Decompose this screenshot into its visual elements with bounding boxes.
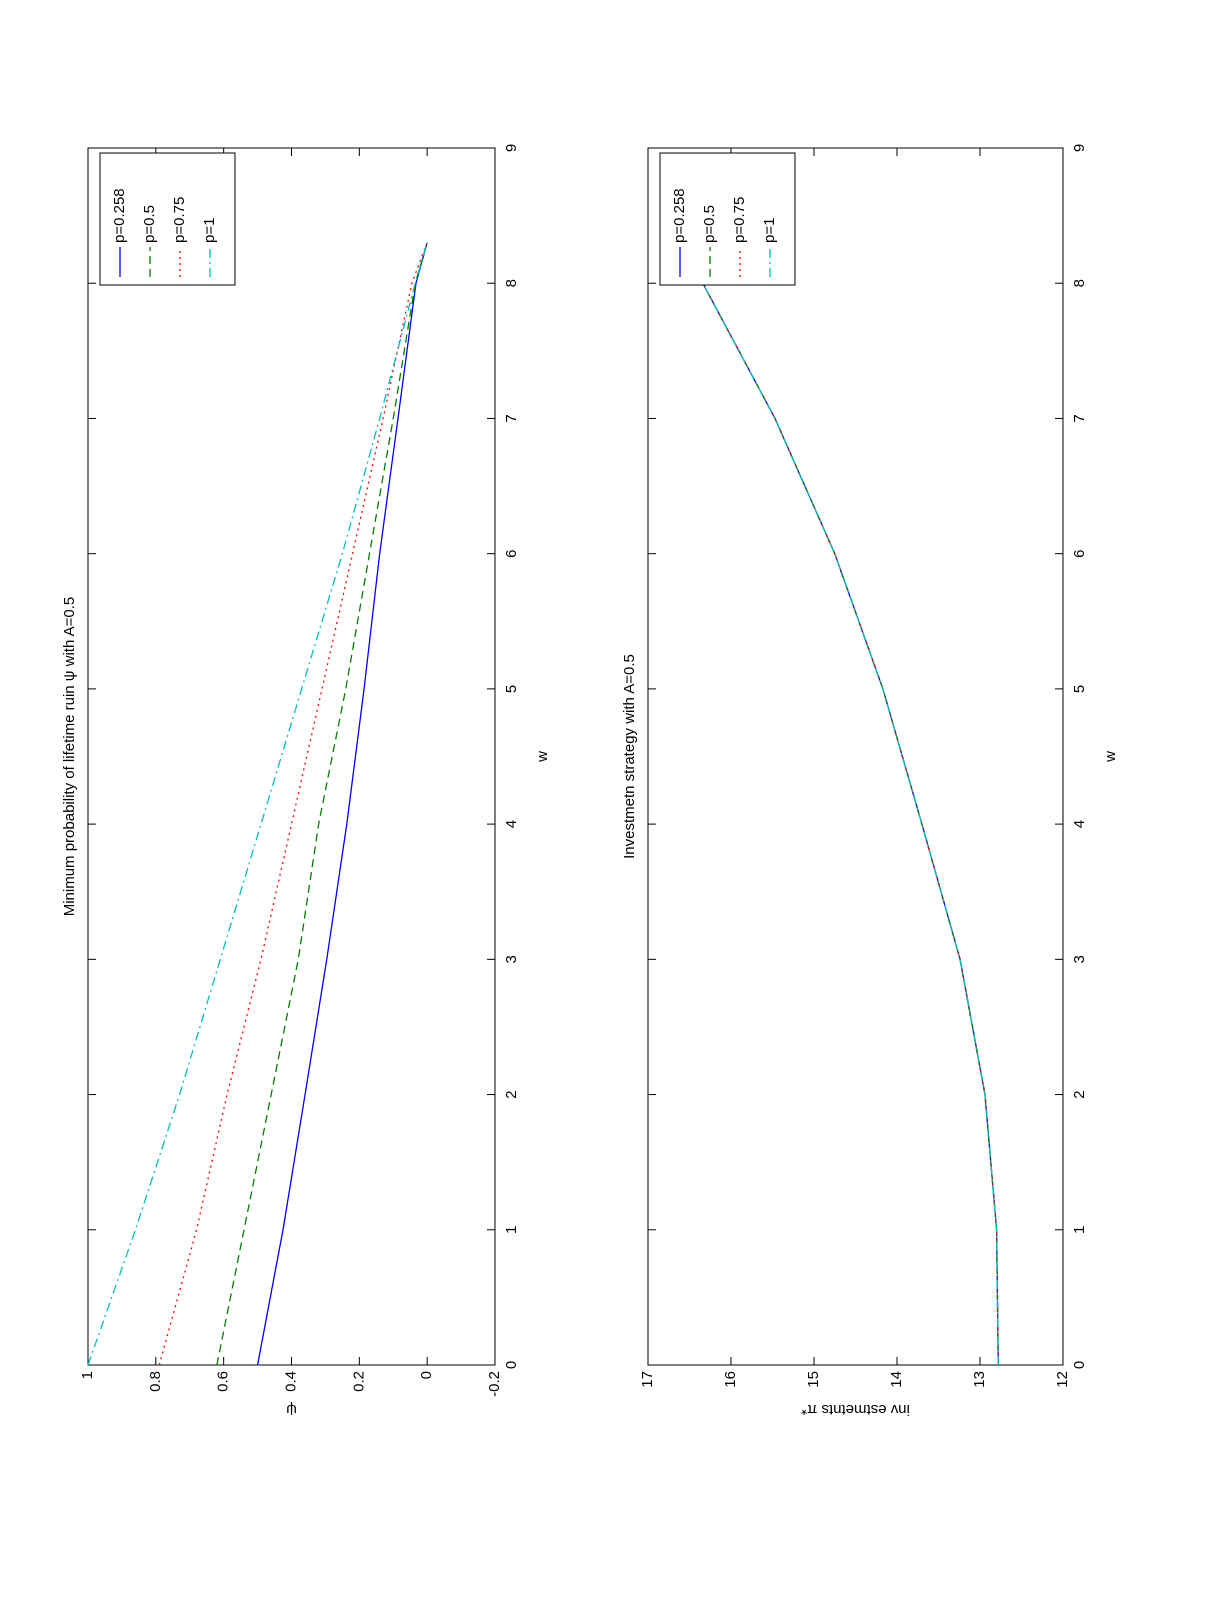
x-tick-label: 9 [503, 144, 520, 152]
y-tick-label: 0.8 [147, 1371, 164, 1392]
series-line [87, 242, 428, 1366]
series-line [216, 242, 428, 1366]
x-tick-label: 4 [1071, 820, 1088, 828]
x-tick-label: 2 [503, 1090, 520, 1098]
x-tick-label: 6 [503, 549, 520, 557]
x-tick-label: 0 [503, 1361, 520, 1369]
legend-box [99, 152, 236, 286]
series-line [702, 282, 999, 1366]
y-tick-label: 1 [79, 1371, 96, 1379]
legend-label: p=0.5 [701, 205, 718, 243]
y-tick-label: 12 [1054, 1371, 1071, 1388]
legend-label: p=0.258 [111, 188, 128, 243]
x-tick-label: 2 [1071, 1090, 1088, 1098]
legend-label: p=0.5 [141, 205, 158, 243]
plot-area [647, 147, 1064, 1366]
x-tick-label: 5 [1071, 685, 1088, 693]
y-tick-label: 16 [722, 1371, 739, 1388]
x-tick-label: 1 [1071, 1226, 1088, 1234]
x-tick-label: 7 [503, 414, 520, 422]
x-tick-label: 3 [1071, 955, 1088, 963]
legend-label: p=0.75 [171, 197, 188, 243]
x-tick-label: 9 [1071, 144, 1088, 152]
x-axis-label: w [1102, 751, 1119, 763]
legend-label: p=1 [761, 218, 778, 243]
chart-title: Minimum probability of lifetime ruin ψ w… [61, 597, 78, 917]
y-axis-label: inv estmetnts π* [801, 1401, 910, 1418]
y-tick-label: 17 [639, 1371, 656, 1388]
chart-title: Investmetn strategy with A=0.5 [621, 654, 638, 859]
legend-label: p=0.258 [671, 188, 688, 243]
y-tick-label: 13 [971, 1371, 988, 1388]
y-tick-label: 15 [805, 1371, 822, 1388]
legend-label: p=0.75 [731, 197, 748, 243]
x-axis-label: w [534, 751, 551, 763]
y-tick-label: 14 [888, 1371, 905, 1388]
series-line [702, 282, 999, 1366]
series-line [256, 242, 428, 1366]
legend-label: p=1 [201, 218, 218, 243]
x-tick-label: 7 [1071, 414, 1088, 422]
y-tick-label: 0.6 [215, 1371, 232, 1392]
x-tick-label: 6 [1071, 549, 1088, 557]
y-tick-label: -0.2 [486, 1371, 503, 1397]
y-axis-label: ψ [286, 1401, 297, 1418]
legend-box [659, 152, 796, 286]
x-tick-label: 3 [503, 955, 520, 963]
x-tick-label: 8 [503, 279, 520, 287]
plot-area [87, 147, 496, 1366]
y-tick-label: 0 [418, 1371, 435, 1379]
y-tick-label: 0.2 [350, 1371, 367, 1392]
x-tick-label: 8 [1071, 279, 1088, 287]
x-tick-label: 4 [503, 820, 520, 828]
x-tick-label: 1 [503, 1226, 520, 1234]
y-tick-label: 0.4 [282, 1371, 299, 1392]
x-tick-label: 5 [503, 685, 520, 693]
x-tick-label: 0 [1071, 1361, 1088, 1369]
